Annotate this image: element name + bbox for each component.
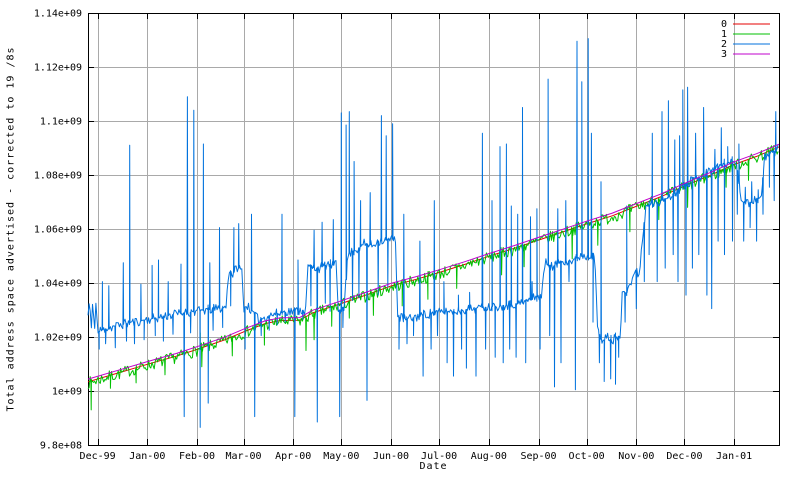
x-tick-label: Sep-00 bbox=[520, 451, 556, 462]
y-tick-label: 9.8e+08 bbox=[40, 441, 82, 452]
x-tick-label: Dec-00 bbox=[666, 451, 702, 462]
y-tick-label: 1e+09 bbox=[52, 387, 82, 398]
y-tick-label: 1.02e+09 bbox=[34, 333, 82, 344]
y-axis-title: Total address space advertised - correct… bbox=[5, 46, 17, 412]
x-tick-label: Dec-99 bbox=[80, 451, 116, 462]
x-tick-label: Feb-00 bbox=[179, 451, 215, 462]
x-axis-title: Date bbox=[419, 461, 448, 472]
legend-label: 1 bbox=[721, 29, 727, 40]
x-tick-label: Jan-01 bbox=[716, 451, 752, 462]
x-tick-label: Oct-00 bbox=[569, 451, 605, 462]
x-tick-label: Jun-00 bbox=[373, 451, 409, 462]
legend-label: 2 bbox=[721, 39, 727, 50]
series-layer bbox=[87, 38, 780, 428]
x-tick-label: Mar-00 bbox=[225, 451, 261, 462]
x-tick-label: May-00 bbox=[323, 451, 359, 462]
y-tick-label: 1.08e+09 bbox=[34, 171, 82, 182]
legend-label: 0 bbox=[721, 19, 727, 30]
grid-layer bbox=[88, 13, 779, 445]
series-line-2 bbox=[87, 38, 779, 428]
legend-label: 3 bbox=[721, 49, 727, 60]
x-tick-label: Nov-00 bbox=[618, 451, 654, 462]
x-tick-label: Apr-00 bbox=[275, 451, 311, 462]
y-tick-label: 1.04e+09 bbox=[34, 279, 82, 290]
y-tick-label: 1.06e+09 bbox=[34, 225, 82, 236]
x-tick-label: Aug-00 bbox=[471, 451, 507, 462]
x-tick-label: Jul-00 bbox=[421, 451, 457, 462]
y-tick-label: 1.14e+09 bbox=[34, 9, 82, 20]
y-tick-label: 1.12e+09 bbox=[34, 63, 82, 74]
y-tick-label: 1.1e+09 bbox=[40, 117, 82, 128]
plot-border bbox=[88, 13, 780, 446]
series-line-3 bbox=[87, 143, 780, 380]
axis-tick-labels: Dec-99 Jan-00 Feb-00 Mar-00 Apr-00 May-00 Jun-… bbox=[34, 9, 752, 463]
x-tick-label: Jan-00 bbox=[129, 451, 165, 462]
